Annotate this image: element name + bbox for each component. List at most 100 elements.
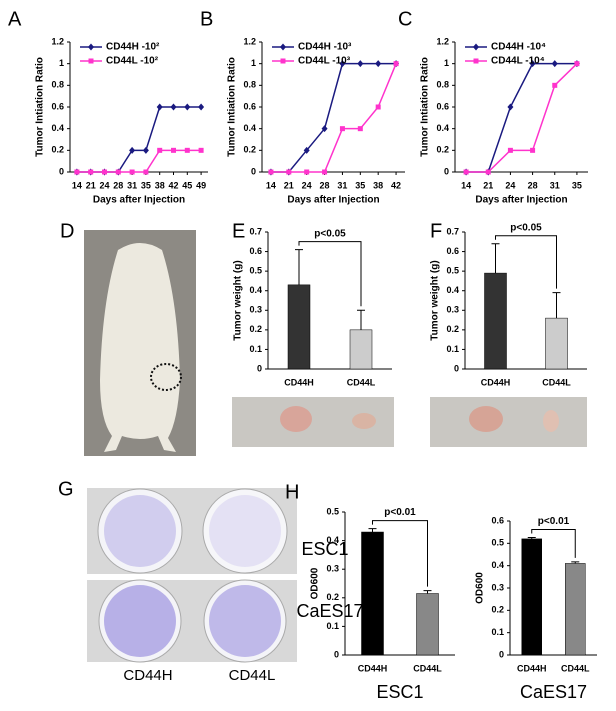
panel-letter: G bbox=[58, 478, 74, 500]
y-tick-label: 0.2 bbox=[243, 145, 256, 155]
y-tick-label: 0.2 bbox=[326, 592, 339, 602]
x-tick-label: 38 bbox=[155, 180, 165, 190]
legend-marker bbox=[473, 43, 479, 51]
y-axis-label: OD600 bbox=[310, 567, 321, 599]
y-tick-label: 0.8 bbox=[436, 80, 449, 90]
marker bbox=[507, 147, 513, 153]
marker bbox=[198, 103, 205, 111]
y-tick-label: 0 bbox=[454, 363, 459, 373]
marker bbox=[129, 169, 135, 175]
y-tick-label: 0.2 bbox=[249, 324, 262, 334]
y-tick-label: 0.5 bbox=[326, 506, 339, 516]
y-tick-label: 0.8 bbox=[51, 80, 64, 90]
x-tick-label: CD44L bbox=[413, 663, 442, 673]
colony-dishes bbox=[87, 488, 297, 663]
bar bbox=[484, 272, 507, 370]
x-tick-label: 24 bbox=[99, 180, 109, 190]
x-tick-label: CD44H bbox=[284, 377, 314, 387]
series-line bbox=[76, 106, 202, 173]
error-bar bbox=[571, 561, 580, 564]
marker bbox=[375, 60, 382, 68]
bar bbox=[349, 329, 373, 370]
marker bbox=[115, 169, 121, 175]
marker bbox=[574, 61, 580, 67]
legend-label: CD44L -10⁴ bbox=[491, 56, 545, 67]
x-axis-label: CaES17 bbox=[520, 682, 587, 702]
panel-letter: D bbox=[60, 220, 74, 242]
x-tick-label: CD44H bbox=[358, 663, 388, 673]
x-tick-label: 45 bbox=[182, 180, 192, 190]
legend-label: CD44L -10² bbox=[106, 56, 159, 67]
error-bar bbox=[552, 292, 561, 319]
y-tick-label: 0.6 bbox=[436, 101, 449, 111]
panel-letter: C bbox=[398, 8, 412, 30]
marker bbox=[552, 82, 558, 88]
y-tick-label: 0.1 bbox=[326, 621, 339, 631]
marker bbox=[393, 61, 399, 67]
x-tick-label: 31 bbox=[337, 180, 347, 190]
y-tick-label: 0.4 bbox=[51, 123, 64, 133]
x-tick-label: 35 bbox=[355, 180, 365, 190]
panel-letter: E bbox=[232, 220, 245, 242]
y-tick-label: 1 bbox=[59, 58, 64, 68]
x-tick-label: 24 bbox=[505, 180, 515, 190]
y-axis-label: Tumor weight (g) bbox=[233, 260, 244, 340]
marker bbox=[303, 146, 310, 154]
x-tick-label: 24 bbox=[302, 180, 312, 190]
y-tick-label: 0.3 bbox=[249, 305, 262, 315]
marker bbox=[357, 126, 363, 132]
y-tick-label: 1 bbox=[444, 58, 449, 68]
error-bar bbox=[357, 309, 365, 330]
legend-label: CD44H -10² bbox=[106, 42, 160, 53]
y-tick-label: 0 bbox=[334, 649, 339, 659]
error-bar bbox=[527, 537, 536, 539]
y-tick-label: 0.4 bbox=[326, 535, 339, 545]
x-tick-label: 31 bbox=[127, 180, 137, 190]
y-tick-label: 0.2 bbox=[491, 605, 504, 615]
y-tick-label: 0.2 bbox=[446, 324, 459, 334]
legend-label: CD44H -10³ bbox=[298, 42, 352, 53]
x-tick-label: 38 bbox=[373, 180, 383, 190]
x-tick-label: 42 bbox=[168, 180, 178, 190]
annotation: p<0.05 bbox=[314, 228, 346, 239]
tumor-photos bbox=[232, 397, 587, 447]
y-tick-label: 1.2 bbox=[436, 36, 449, 46]
mouse-photo bbox=[84, 230, 196, 456]
x-tick-label: 42 bbox=[391, 180, 401, 190]
y-tick-label: 0.6 bbox=[491, 515, 504, 525]
x-tick-label: 14 bbox=[461, 180, 471, 190]
bar bbox=[287, 284, 311, 370]
y-axis-label: OD600 bbox=[475, 572, 486, 604]
significance-bracket bbox=[372, 520, 428, 587]
marker bbox=[171, 147, 176, 153]
y-axis-label: Tumor Intiation Ratio bbox=[227, 57, 238, 157]
marker bbox=[102, 169, 107, 175]
x-tick-label: 28 bbox=[528, 180, 538, 190]
y-tick-label: 0.4 bbox=[249, 285, 262, 295]
bar bbox=[545, 317, 568, 370]
x-tick-label: 28 bbox=[320, 180, 330, 190]
y-tick-label: 0.3 bbox=[446, 305, 459, 315]
marker bbox=[156, 103, 163, 111]
marker bbox=[143, 169, 149, 175]
x-tick-label: 31 bbox=[550, 180, 560, 190]
marker bbox=[286, 169, 292, 175]
x-tick-label: 21 bbox=[284, 180, 294, 190]
x-tick-label: 21 bbox=[483, 180, 493, 190]
marker bbox=[170, 103, 177, 111]
y-tick-label: 0.6 bbox=[446, 246, 459, 256]
marker bbox=[463, 169, 469, 175]
y-tick-label: 0.1 bbox=[491, 627, 504, 637]
column-label: CD44H bbox=[123, 667, 172, 684]
error-bar bbox=[368, 528, 377, 533]
marker bbox=[321, 125, 328, 133]
annotation: p<0.01 bbox=[538, 516, 570, 527]
row-label: ESC1 bbox=[301, 539, 348, 559]
y-tick-label: 0.4 bbox=[446, 285, 459, 295]
marker bbox=[88, 169, 94, 175]
x-tick-label: CD44L bbox=[561, 663, 590, 673]
series-line bbox=[270, 63, 397, 173]
marker bbox=[357, 60, 364, 68]
x-tick-label: 14 bbox=[72, 180, 82, 190]
series-line bbox=[270, 62, 397, 173]
